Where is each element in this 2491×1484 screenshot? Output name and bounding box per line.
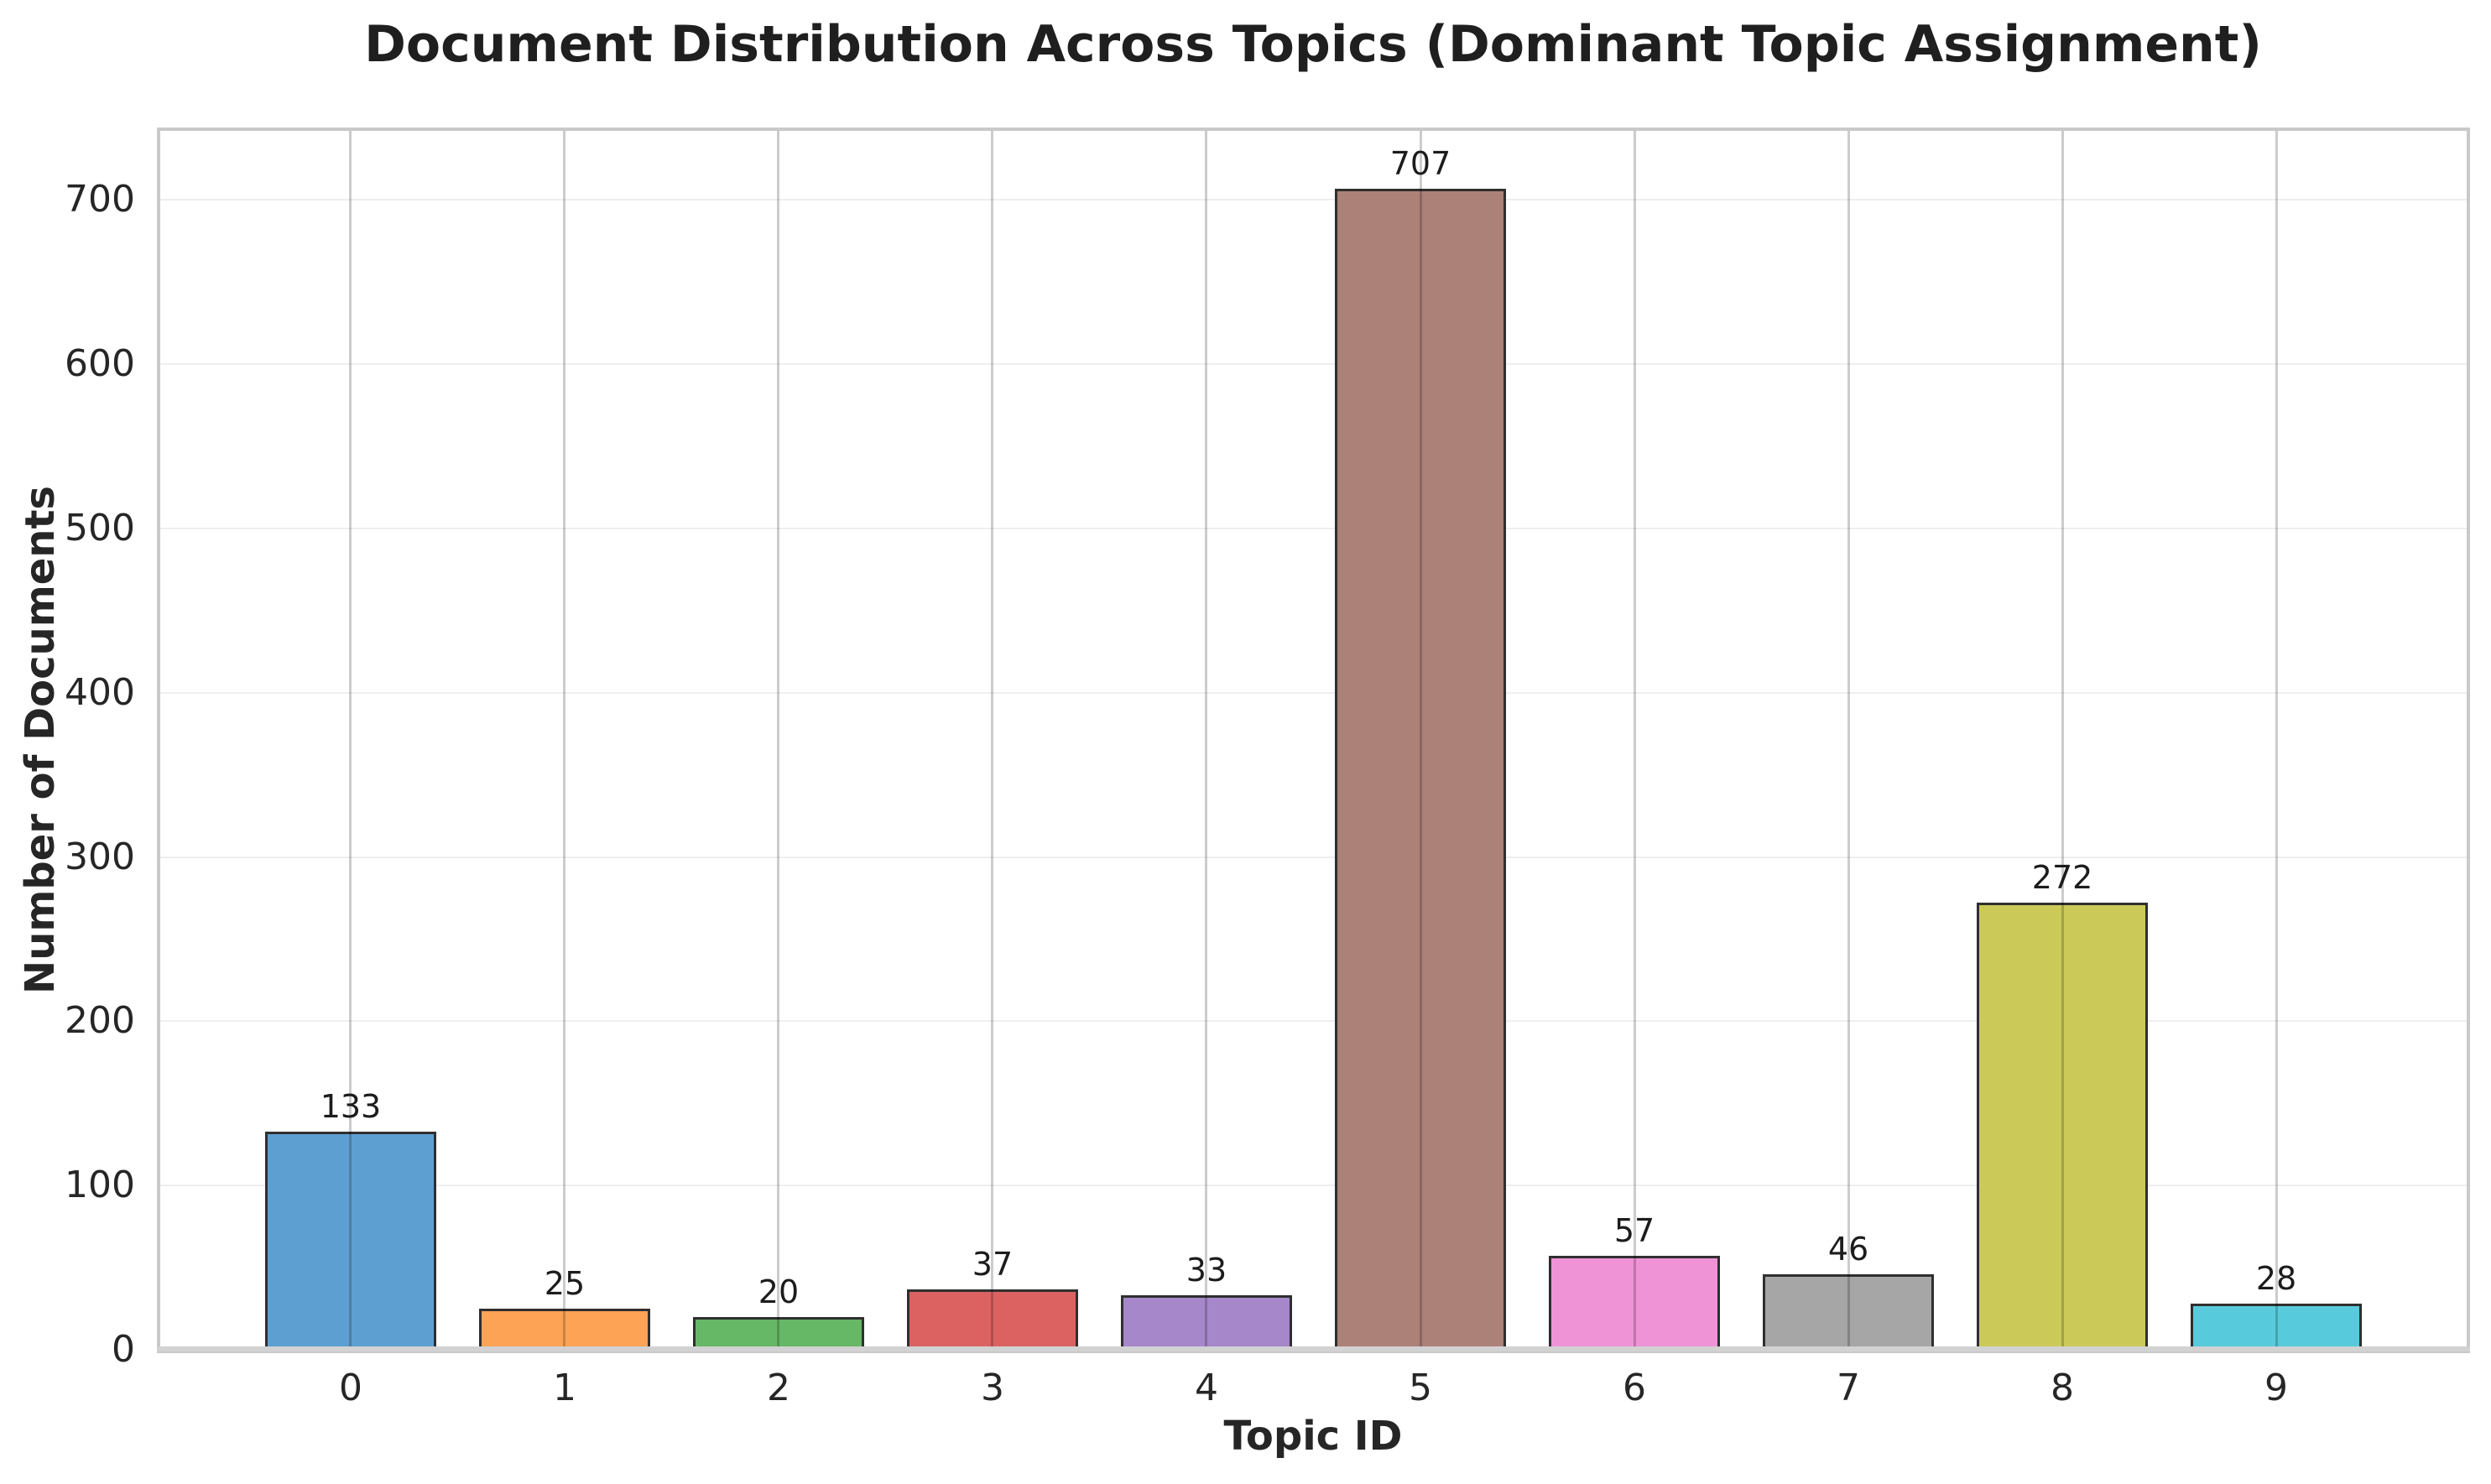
plot-area: 0 100 200 300 400 500 600 700 133 0 25 1 20 2 37 3 33 4 70…: [65, 128, 2470, 1409]
gridline-h-100: [160, 1185, 2467, 1187]
x-tick-label-5: 5: [1409, 1367, 1432, 1409]
y-tick-label-700: 700: [65, 178, 135, 221]
gridline-v-0: [349, 131, 352, 1350]
y-tick-label-200: 200: [65, 999, 135, 1043]
bar-value-label-7: 46: [1827, 1230, 1869, 1268]
gridline-h-500: [160, 527, 2467, 529]
x-tick-label-6: 6: [1623, 1367, 1646, 1409]
y-tick-label-600: 600: [65, 342, 135, 386]
bar-value-label-4: 33: [1186, 1252, 1227, 1289]
gridline-h-200: [160, 1020, 2467, 1023]
bar-topic-5: [1335, 188, 1506, 1350]
bar-value-label-9: 28: [2255, 1260, 2297, 1298]
x-axis-line: [157, 1346, 2470, 1351]
x-tick-label-4: 4: [1194, 1367, 1218, 1409]
x-tick-label-8: 8: [2051, 1367, 2075, 1409]
gridline-v-6: [1633, 131, 1636, 1350]
x-tick-label-0: 0: [338, 1367, 362, 1409]
x-tick-label-2: 2: [766, 1367, 790, 1409]
x-tick-label-9: 9: [2264, 1367, 2289, 1409]
y-axis-label: Number of Documents: [17, 486, 64, 994]
bar-value-label-3: 37: [972, 1245, 1014, 1283]
x-axis-label: Topic ID: [1223, 1413, 1403, 1460]
gridline-v-9: [2275, 131, 2278, 1350]
gridline-v-7: [1847, 131, 1850, 1350]
gridline-h-700: [160, 199, 2467, 201]
x-tick-label-7: 7: [1837, 1367, 1861, 1409]
bar-value-label-0: 133: [320, 1087, 382, 1125]
y-tick-label-0: 0: [112, 1328, 135, 1371]
bar-value-label-2: 20: [758, 1273, 800, 1310]
y-tick-label-300: 300: [65, 835, 135, 878]
gridline-h-300: [160, 856, 2467, 858]
gridline-v-4: [1205, 131, 1208, 1350]
bar-value-label-1: 25: [544, 1265, 586, 1303]
x-tick-label-3: 3: [980, 1367, 1004, 1409]
bar-value-label-8: 272: [2031, 859, 2093, 897]
bar-value-label-5: 707: [1389, 144, 1451, 182]
chart-title: Document Distribution Across Topics (Dom…: [364, 15, 2262, 74]
gridline-v-8: [2061, 131, 2064, 1350]
gridline-h-600: [160, 363, 2467, 366]
gridline-v-3: [991, 131, 994, 1350]
x-tick-label-1: 1: [552, 1367, 576, 1409]
y-tick-label-400: 400: [65, 670, 135, 714]
bar-topic-8: [1977, 903, 2149, 1350]
gridline-v-2: [777, 131, 780, 1350]
y-tick-label-500: 500: [65, 506, 135, 549]
gridline-v-1: [563, 131, 566, 1350]
gridline-h-400: [160, 691, 2467, 694]
y-tick-label-100: 100: [65, 1164, 135, 1207]
bar-value-label-6: 57: [1613, 1212, 1655, 1250]
gridline-v-5: [1419, 131, 1422, 1350]
